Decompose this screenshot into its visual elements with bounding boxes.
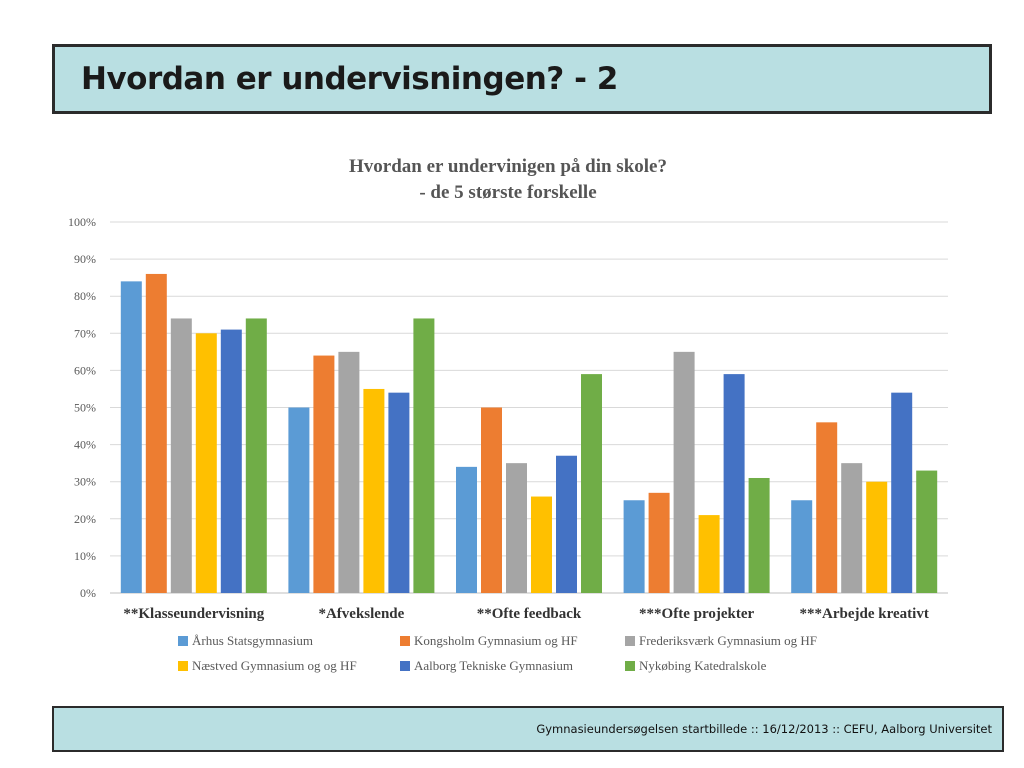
y-tick-label: 10% bbox=[74, 549, 96, 563]
category-label: **Ofte feedback bbox=[477, 606, 582, 622]
bar bbox=[841, 463, 863, 593]
bar bbox=[288, 407, 310, 593]
bar bbox=[313, 355, 335, 593]
legend-swatch bbox=[400, 636, 410, 646]
bar bbox=[120, 281, 142, 593]
category-label: *Afvekslende bbox=[318, 606, 404, 622]
bar bbox=[648, 492, 670, 593]
bar bbox=[816, 422, 838, 593]
bar bbox=[673, 351, 695, 593]
bar bbox=[220, 329, 242, 593]
legend-label: Frederiksværk Gymnasium og HF bbox=[639, 633, 817, 648]
bar bbox=[170, 318, 192, 593]
y-tick-label: 30% bbox=[74, 475, 96, 489]
category-label: ***Arbejde kreativt bbox=[800, 606, 929, 622]
bar-chart: Hvordan er undervinigen på din skole? - … bbox=[68, 156, 948, 673]
legend-swatch bbox=[400, 661, 410, 671]
bar bbox=[245, 318, 267, 593]
bar bbox=[195, 333, 217, 593]
legend-label: Århus Statsgymnasium bbox=[192, 633, 313, 648]
y-tick-label: 100% bbox=[68, 215, 96, 229]
bar bbox=[363, 388, 385, 593]
bar bbox=[145, 273, 167, 593]
y-tick-label: 80% bbox=[74, 289, 96, 303]
category-labels: **Klasseundervisning *Afvekslende **Ofte f… bbox=[123, 606, 928, 622]
y-tick-label: 70% bbox=[74, 326, 96, 340]
bar bbox=[556, 455, 577, 593]
legend-swatch bbox=[178, 661, 188, 671]
slide-title: Hvordan er undervisningen? - 2 bbox=[81, 61, 618, 97]
legend-label: Nykøbing Katedralskole bbox=[639, 658, 767, 673]
y-tick-label: 40% bbox=[74, 438, 96, 452]
bar bbox=[481, 407, 502, 593]
bar bbox=[456, 466, 477, 593]
bar bbox=[891, 392, 913, 593]
legend: Århus Statsgymnasium Kongsholm Gymnasium … bbox=[178, 633, 817, 673]
category-label: ***Ofte projekter bbox=[639, 606, 754, 622]
footer-text: Gymnasieundersøgelsen startbillede :: 16… bbox=[536, 722, 992, 736]
chart-subtitle: - de 5 største forskelle bbox=[419, 182, 596, 203]
legend-swatch bbox=[178, 636, 188, 646]
bar bbox=[506, 463, 527, 593]
y-tick-label: 60% bbox=[74, 363, 96, 377]
bar bbox=[623, 500, 645, 593]
bar bbox=[338, 351, 360, 593]
bar bbox=[866, 481, 888, 593]
bar bbox=[388, 392, 410, 593]
bar bbox=[723, 374, 745, 593]
footer-banner: Gymnasieundersøgelsen startbillede :: 16… bbox=[52, 706, 1004, 752]
y-tick-label: 50% bbox=[74, 401, 96, 415]
bar bbox=[916, 470, 938, 593]
bar bbox=[698, 515, 720, 593]
legend-swatch bbox=[625, 636, 635, 646]
bars bbox=[120, 273, 938, 593]
legend-swatch bbox=[625, 661, 635, 671]
bar bbox=[748, 477, 770, 593]
bar bbox=[531, 496, 552, 593]
y-axis-ticks: 0% 10% 20% 30% 40% 50% 60% 70% 80% 90% 100% bbox=[68, 215, 96, 600]
category-label: **Klasseundervisning bbox=[123, 606, 264, 622]
title-banner: Hvordan er undervisningen? - 2 bbox=[52, 44, 992, 114]
legend-label: Kongsholm Gymnasium og HF bbox=[414, 633, 578, 648]
chart-title: Hvordan er undervinigen på din skole? bbox=[349, 156, 667, 177]
bar bbox=[581, 374, 602, 593]
legend-label: Aalborg Tekniske Gymnasium bbox=[414, 658, 573, 673]
y-tick-label: 20% bbox=[74, 512, 96, 526]
bar bbox=[791, 500, 813, 593]
legend-label: Næstved Gymnasium og og HF bbox=[192, 658, 357, 673]
y-tick-label: 0% bbox=[80, 586, 96, 600]
y-tick-label: 90% bbox=[74, 252, 96, 266]
bar bbox=[413, 318, 435, 593]
